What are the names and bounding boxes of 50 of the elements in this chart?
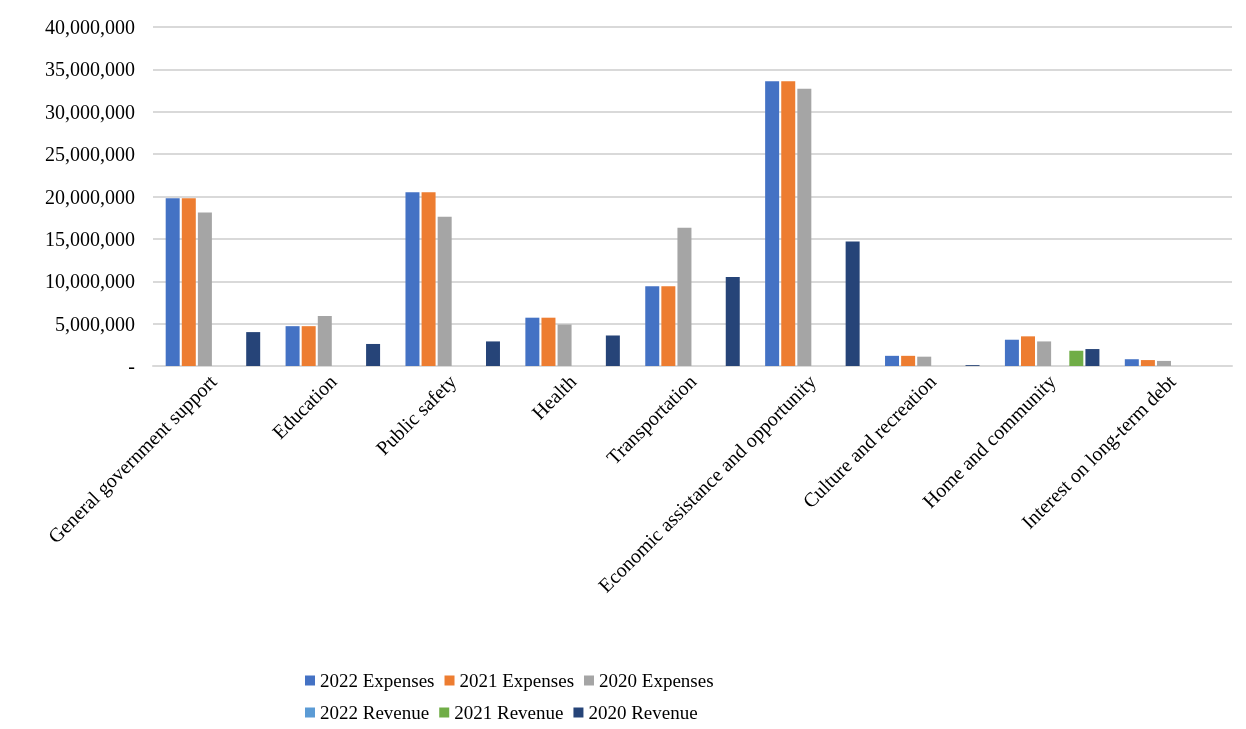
bar bbox=[1124, 359, 1139, 366]
legend-label: 2021 Expenses bbox=[459, 670, 575, 691]
bar bbox=[917, 356, 932, 366]
bar bbox=[677, 227, 692, 366]
bar bbox=[541, 317, 556, 366]
bar bbox=[885, 355, 900, 366]
y-tick-label: 25,000,000 bbox=[45, 143, 135, 166]
bar bbox=[421, 192, 436, 366]
legend-label: 2020 Revenue bbox=[588, 702, 698, 723]
bar bbox=[1037, 341, 1052, 366]
bar bbox=[1157, 360, 1172, 366]
bar bbox=[765, 81, 780, 366]
bar bbox=[246, 332, 261, 366]
bar bbox=[781, 81, 796, 366]
legend-label: 2022 Expenses bbox=[320, 670, 435, 691]
y-tick-label: 40,000,000 bbox=[45, 16, 135, 38]
legend-label: 2021 Revenue bbox=[454, 702, 564, 723]
y-tick-label: 5,000,000 bbox=[55, 312, 135, 335]
bar bbox=[845, 241, 860, 366]
bar bbox=[285, 326, 300, 366]
bar bbox=[197, 212, 212, 366]
y-tick-label: 10,000,000 bbox=[45, 270, 135, 293]
bar bbox=[525, 317, 540, 366]
bar bbox=[165, 198, 180, 366]
bar bbox=[437, 216, 452, 366]
bar bbox=[797, 88, 812, 366]
bar bbox=[557, 324, 572, 366]
bar bbox=[1021, 336, 1036, 366]
y-tick-label: 35,000,000 bbox=[45, 58, 135, 81]
bar bbox=[725, 277, 740, 366]
y-tick-label: 15,000,000 bbox=[45, 227, 135, 250]
bar bbox=[1085, 349, 1100, 366]
bar bbox=[181, 198, 196, 366]
bar bbox=[1004, 339, 1019, 366]
y-tick-label: 30,000,000 bbox=[45, 100, 135, 123]
bar bbox=[301, 326, 316, 366]
bar bbox=[1069, 350, 1084, 366]
y-tick-label: - bbox=[128, 355, 135, 377]
legend-label: 2022 Revenue bbox=[320, 702, 430, 723]
bar bbox=[317, 316, 332, 366]
bar bbox=[366, 343, 381, 366]
y-tick-label: 20,000,000 bbox=[45, 185, 135, 208]
bar bbox=[605, 335, 620, 366]
legend-label: 2020 Expenses bbox=[599, 670, 714, 691]
bar bbox=[901, 355, 916, 366]
bar bbox=[485, 341, 500, 366]
bar bbox=[645, 286, 660, 366]
bar bbox=[1140, 360, 1155, 366]
bar bbox=[661, 286, 676, 366]
bar bbox=[405, 192, 420, 366]
